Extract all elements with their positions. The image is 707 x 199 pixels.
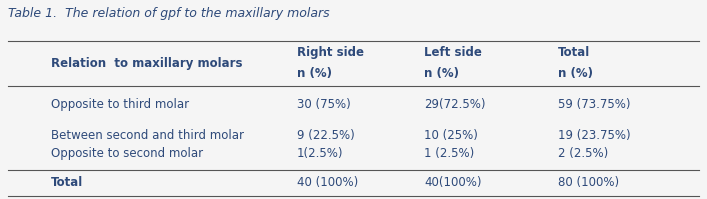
Text: Total: Total — [51, 176, 83, 189]
Text: Opposite to second molar: Opposite to second molar — [51, 147, 203, 160]
Text: 1(2.5%): 1(2.5%) — [297, 147, 344, 160]
Text: Right side: Right side — [297, 46, 364, 59]
Text: Left side: Left side — [424, 46, 481, 59]
Text: 40(100%): 40(100%) — [424, 176, 481, 189]
Text: n (%): n (%) — [558, 67, 592, 80]
Text: 29(72.5%): 29(72.5%) — [424, 98, 486, 111]
Text: 2 (2.5%): 2 (2.5%) — [558, 147, 608, 160]
Text: Opposite to third molar: Opposite to third molar — [51, 98, 189, 111]
Text: 9 (22.5%): 9 (22.5%) — [297, 129, 355, 142]
Text: Between second and third molar: Between second and third molar — [51, 129, 244, 142]
Text: Table 1.  The relation of gpf to the maxillary molars: Table 1. The relation of gpf to the maxi… — [8, 7, 330, 20]
Text: 80 (100%): 80 (100%) — [558, 176, 619, 189]
Text: 59 (73.75%): 59 (73.75%) — [558, 98, 630, 111]
Text: 10 (25%): 10 (25%) — [424, 129, 478, 142]
Text: Total: Total — [558, 46, 590, 59]
Text: 1 (2.5%): 1 (2.5%) — [424, 147, 474, 160]
Text: 40 (100%): 40 (100%) — [297, 176, 358, 189]
Text: 19 (23.75%): 19 (23.75%) — [558, 129, 631, 142]
Text: 30 (75%): 30 (75%) — [297, 98, 351, 111]
Text: n (%): n (%) — [424, 67, 459, 80]
Text: n (%): n (%) — [297, 67, 332, 80]
Text: Relation  to maxillary molars: Relation to maxillary molars — [51, 57, 243, 70]
